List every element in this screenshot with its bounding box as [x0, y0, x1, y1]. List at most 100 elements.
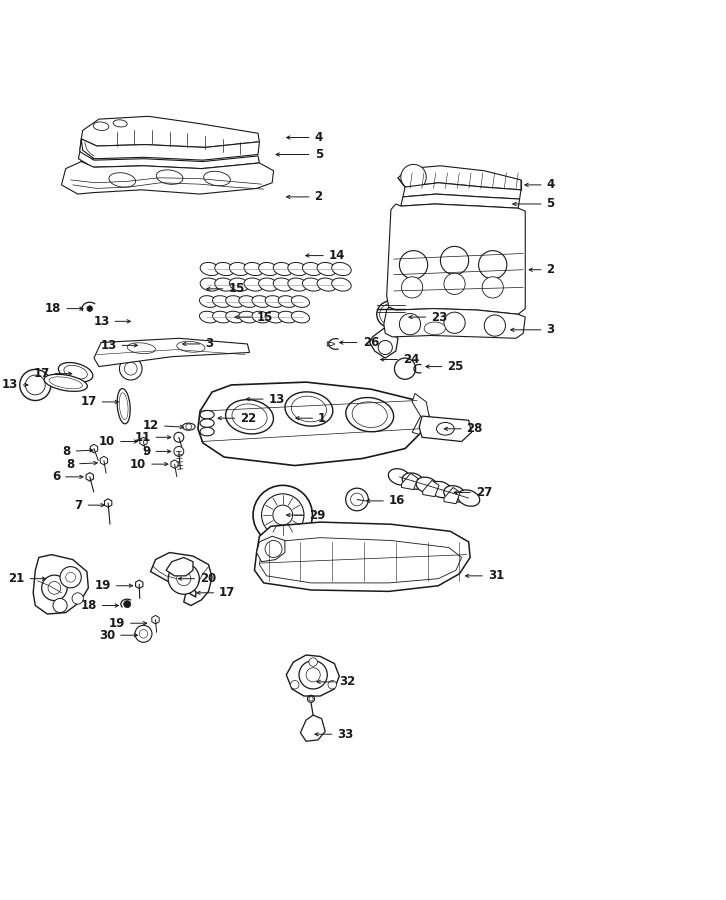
Text: 29: 29 — [287, 508, 325, 521]
Ellipse shape — [49, 377, 83, 389]
Text: 5: 5 — [513, 197, 555, 211]
Ellipse shape — [156, 170, 183, 184]
Circle shape — [394, 358, 416, 379]
Ellipse shape — [200, 418, 214, 427]
Ellipse shape — [226, 311, 244, 323]
Circle shape — [346, 488, 368, 511]
Circle shape — [401, 165, 426, 190]
Text: 26: 26 — [340, 336, 379, 349]
Text: 9: 9 — [142, 445, 171, 458]
Text: 13: 13 — [246, 392, 285, 406]
Text: 20: 20 — [179, 572, 216, 585]
Ellipse shape — [204, 171, 230, 185]
Ellipse shape — [332, 263, 351, 275]
Text: 7: 7 — [75, 499, 105, 511]
Text: 8: 8 — [62, 445, 93, 458]
Ellipse shape — [119, 392, 128, 419]
Ellipse shape — [402, 472, 424, 490]
Polygon shape — [80, 139, 94, 162]
Ellipse shape — [239, 296, 257, 308]
Text: 2: 2 — [529, 263, 555, 276]
Polygon shape — [166, 557, 193, 576]
Text: 4: 4 — [525, 178, 555, 192]
Circle shape — [482, 277, 503, 298]
Polygon shape — [301, 716, 325, 742]
Ellipse shape — [273, 263, 293, 275]
Circle shape — [48, 581, 61, 594]
Circle shape — [120, 357, 142, 380]
Ellipse shape — [244, 263, 264, 275]
Ellipse shape — [416, 477, 438, 493]
Ellipse shape — [317, 278, 337, 291]
Text: 3: 3 — [183, 338, 213, 350]
Ellipse shape — [291, 311, 309, 323]
Ellipse shape — [113, 120, 127, 127]
Ellipse shape — [380, 303, 402, 325]
Polygon shape — [398, 166, 521, 190]
Circle shape — [25, 375, 45, 395]
Text: 11: 11 — [134, 431, 171, 444]
Polygon shape — [136, 580, 143, 589]
Ellipse shape — [200, 428, 214, 436]
Circle shape — [401, 277, 423, 298]
Circle shape — [60, 567, 81, 588]
Text: 1: 1 — [295, 411, 326, 425]
Polygon shape — [286, 655, 339, 696]
Text: 18: 18 — [81, 599, 118, 612]
Polygon shape — [387, 204, 525, 314]
Ellipse shape — [317, 263, 337, 275]
Ellipse shape — [232, 404, 267, 429]
Ellipse shape — [200, 410, 214, 419]
Polygon shape — [401, 473, 417, 490]
Text: 16: 16 — [367, 494, 405, 508]
Circle shape — [168, 563, 200, 594]
Ellipse shape — [200, 263, 220, 275]
Ellipse shape — [352, 401, 387, 428]
Circle shape — [309, 697, 313, 701]
Circle shape — [174, 432, 184, 442]
Ellipse shape — [287, 278, 307, 291]
Circle shape — [290, 680, 299, 689]
Polygon shape — [419, 416, 471, 442]
Polygon shape — [62, 162, 274, 194]
Ellipse shape — [239, 311, 257, 323]
Polygon shape — [105, 499, 112, 508]
Circle shape — [53, 598, 67, 613]
Text: 10: 10 — [99, 435, 137, 448]
Ellipse shape — [273, 278, 293, 291]
Text: 28: 28 — [444, 422, 483, 436]
Text: 14: 14 — [306, 249, 345, 262]
Ellipse shape — [424, 322, 445, 335]
Text: 31: 31 — [465, 570, 504, 582]
Polygon shape — [384, 307, 525, 338]
Polygon shape — [33, 554, 89, 614]
Ellipse shape — [176, 341, 205, 352]
Text: 6: 6 — [52, 471, 83, 483]
Polygon shape — [171, 460, 179, 468]
Ellipse shape — [238, 395, 250, 403]
Ellipse shape — [332, 278, 351, 291]
Ellipse shape — [377, 301, 405, 328]
Circle shape — [309, 658, 317, 666]
Polygon shape — [444, 488, 460, 504]
Polygon shape — [100, 456, 107, 464]
Polygon shape — [370, 328, 398, 358]
Text: 18: 18 — [45, 302, 83, 315]
Polygon shape — [255, 522, 470, 591]
Circle shape — [444, 274, 465, 294]
Polygon shape — [256, 536, 285, 562]
Circle shape — [478, 250, 507, 279]
Circle shape — [124, 363, 137, 375]
Ellipse shape — [303, 263, 322, 275]
Ellipse shape — [457, 490, 480, 507]
Polygon shape — [150, 553, 212, 606]
Circle shape — [41, 575, 67, 600]
Circle shape — [265, 541, 282, 557]
Ellipse shape — [252, 311, 270, 323]
Ellipse shape — [215, 278, 234, 291]
Text: 32: 32 — [317, 675, 356, 688]
Text: 24: 24 — [380, 353, 420, 366]
Polygon shape — [327, 342, 335, 346]
Ellipse shape — [303, 278, 322, 291]
Polygon shape — [152, 616, 159, 624]
